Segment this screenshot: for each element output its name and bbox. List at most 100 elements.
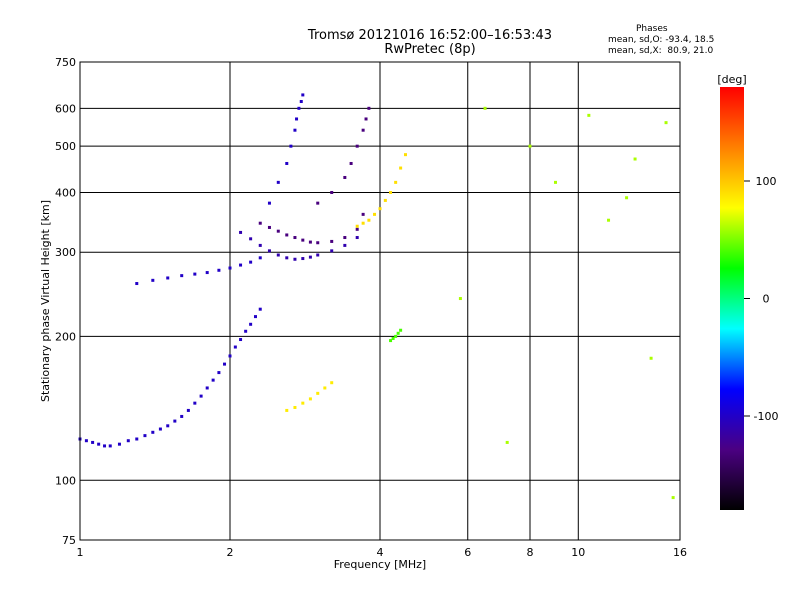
data-point	[394, 334, 398, 338]
data-point	[295, 117, 299, 121]
data-point	[285, 233, 289, 237]
data-point	[267, 249, 271, 253]
data-point	[239, 230, 243, 234]
y-tick-label: 400	[55, 186, 76, 199]
y-axis-title: Stationary phase Virtual Height [km]	[39, 200, 52, 402]
data-point	[239, 338, 243, 342]
data-point	[297, 106, 301, 110]
data-point	[308, 240, 312, 244]
y-tick-label: 200	[55, 330, 76, 343]
x-tick-label: 2	[227, 546, 234, 559]
data-point	[276, 180, 280, 184]
y-tick-label: 300	[55, 246, 76, 259]
plot-frame	[79, 61, 681, 541]
x-tick-label: 6	[464, 546, 471, 559]
data-point	[671, 496, 675, 500]
data-point	[553, 180, 557, 184]
data-point	[151, 430, 155, 434]
data-point	[330, 190, 334, 194]
data-point	[166, 276, 170, 280]
data-point	[158, 427, 162, 431]
colorbar-tick-label: -100	[754, 410, 779, 423]
data-point	[364, 117, 368, 121]
data-point	[367, 218, 371, 222]
data-point	[607, 218, 611, 222]
data-point	[285, 408, 289, 412]
y-tick-label: 100	[55, 474, 76, 487]
points-layer	[78, 93, 675, 500]
y-tick-label: 500	[55, 140, 76, 153]
data-point	[383, 198, 387, 202]
data-point	[301, 257, 305, 261]
data-point	[378, 207, 382, 211]
data-point	[403, 153, 407, 157]
data-point	[355, 224, 359, 228]
data-point	[289, 144, 293, 148]
data-point	[389, 190, 393, 194]
data-point	[308, 397, 312, 401]
data-point	[249, 260, 253, 264]
data-point	[399, 328, 403, 332]
data-point	[396, 331, 400, 335]
data-point	[323, 386, 327, 390]
data-point	[84, 439, 88, 443]
data-point	[117, 442, 121, 446]
phase-stats-x: mean, sd,X: 80.9, 21.0	[608, 46, 714, 56]
data-point	[301, 93, 305, 97]
data-point	[373, 212, 377, 216]
data-point	[166, 424, 170, 428]
chart-title: Tromsø 20121016 16:52:00–16:53:43	[307, 28, 553, 43]
data-point	[316, 201, 320, 205]
y-tick-label: 750	[55, 56, 76, 69]
data-point	[126, 439, 130, 443]
data-point	[258, 256, 262, 260]
data-point	[186, 408, 190, 412]
data-point	[258, 307, 262, 311]
data-point	[97, 442, 101, 446]
colorbar-title: [deg]	[717, 73, 746, 86]
data-point	[355, 144, 359, 148]
data-point	[361, 128, 365, 132]
phase-stats-o: mean, sd,O: -93.4, 18.5	[608, 35, 715, 45]
data-point	[205, 271, 209, 275]
data-point	[528, 144, 532, 148]
x-tick-label: 4	[377, 546, 384, 559]
data-point	[389, 339, 393, 343]
x-tick-label: 10	[571, 546, 585, 559]
data-point	[293, 128, 297, 132]
data-point	[253, 315, 257, 319]
data-point	[223, 362, 227, 366]
data-point	[276, 229, 280, 233]
data-point	[330, 381, 334, 385]
data-point	[211, 378, 215, 382]
data-point	[633, 157, 637, 161]
data-point	[249, 322, 253, 326]
data-point	[151, 278, 155, 282]
data-point	[217, 268, 221, 272]
data-point	[367, 106, 371, 110]
colorbar-tick-label: 100	[756, 175, 777, 188]
data-point	[233, 345, 237, 349]
data-point	[355, 227, 359, 231]
data-point	[135, 437, 139, 441]
data-point	[173, 419, 177, 423]
data-point	[293, 405, 297, 409]
colorbar-ramp	[720, 87, 744, 510]
data-point	[267, 201, 271, 205]
data-point	[316, 253, 320, 257]
data-point	[649, 356, 653, 360]
data-point	[343, 175, 347, 179]
data-point	[143, 434, 147, 438]
data-point	[199, 394, 203, 398]
grid-layer	[80, 62, 680, 540]
data-point	[108, 444, 112, 448]
ticks-layer: 1 2 4 6 8 10 16 75 100 200 300 400 500 600 750	[55, 56, 687, 559]
data-point	[293, 257, 297, 261]
data-point	[258, 243, 262, 247]
data-point	[249, 237, 253, 241]
y-tick-label: 75	[62, 534, 76, 547]
y-tick-label: 600	[55, 102, 76, 115]
data-point	[244, 329, 248, 333]
